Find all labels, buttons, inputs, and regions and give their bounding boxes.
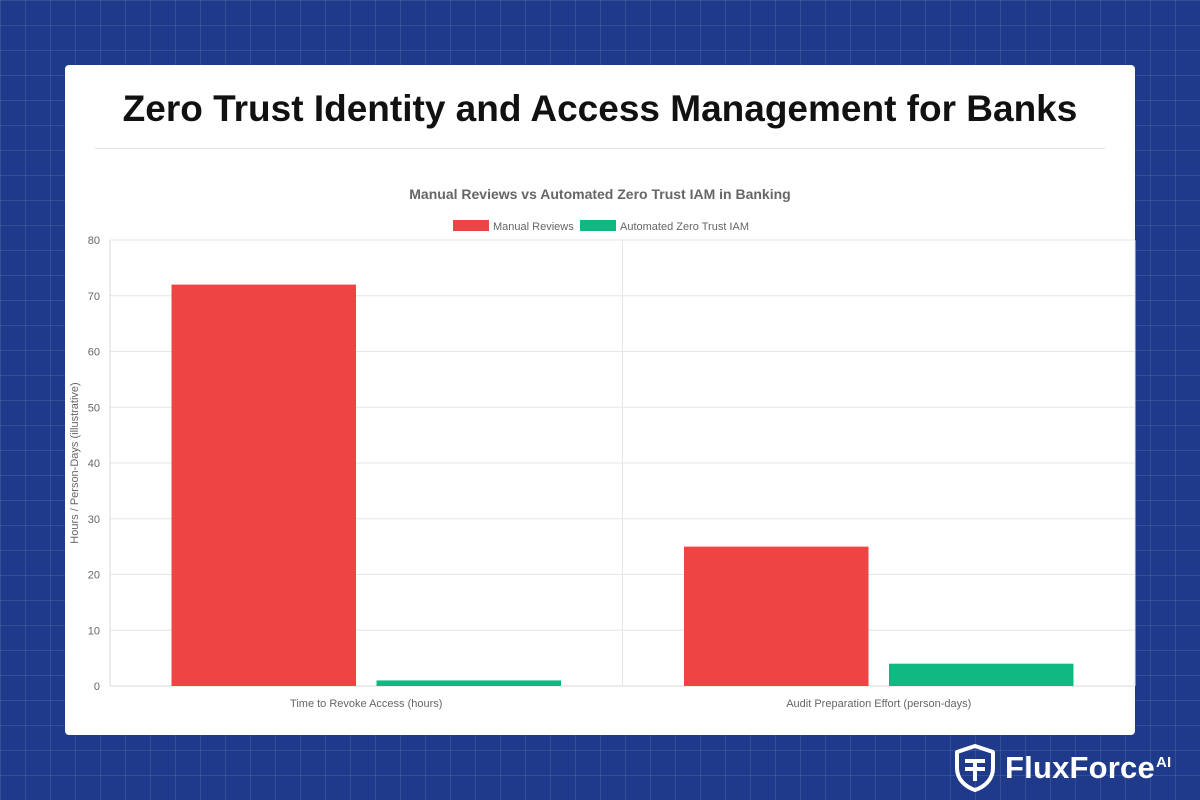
- y-tick-label: 40: [88, 458, 100, 470]
- y-tick-label: 0: [94, 681, 100, 693]
- legend-swatch[interactable]: [580, 220, 616, 231]
- brand-suffix: AI: [1155, 753, 1172, 771]
- legend-label[interactable]: Automated Zero Trust IAM: [620, 221, 749, 233]
- y-tick-label: 30: [88, 514, 100, 526]
- title-divider: [95, 148, 1105, 149]
- y-axis-label: Hours / Person-Days (illustrative): [69, 382, 81, 543]
- fluxforce-logo: FluxForceAI: [953, 744, 1171, 792]
- bar[interactable]: [684, 546, 869, 686]
- y-tick-label: 50: [88, 402, 100, 414]
- y-tick-label: 60: [88, 347, 100, 359]
- y-tick-label: 20: [88, 570, 100, 582]
- legend[interactable]: Manual Reviews Automated Zero Trust IAM: [453, 220, 749, 233]
- x-tick-label: Audit Preparation Effort (person-days): [786, 698, 971, 710]
- shield-icon: [955, 744, 995, 792]
- chart-text: 0 10 20 30 40 50 60 70 80 Time to Revoke Access (…: [69, 186, 971, 710]
- bar[interactable]: [376, 680, 562, 686]
- legend-label[interactable]: Manual Reviews: [493, 221, 574, 233]
- chart-title: Manual Reviews vs Automated Zero Trust I…: [409, 186, 790, 202]
- bars: [171, 284, 1074, 686]
- legend-swatch[interactable]: [453, 220, 489, 231]
- brand-name: FluxForceAI: [1005, 750, 1172, 785]
- y-tick-label: 70: [88, 291, 100, 303]
- page-title: Zero Trust Identity and Access Managemen…: [122, 88, 1078, 129]
- y-tick-label: 80: [88, 235, 100, 247]
- bar[interactable]: [171, 284, 357, 686]
- x-tick-label: Time to Revoke Access (hours): [290, 698, 442, 710]
- y-tick-label: 10: [88, 625, 100, 637]
- bar[interactable]: [889, 663, 1074, 686]
